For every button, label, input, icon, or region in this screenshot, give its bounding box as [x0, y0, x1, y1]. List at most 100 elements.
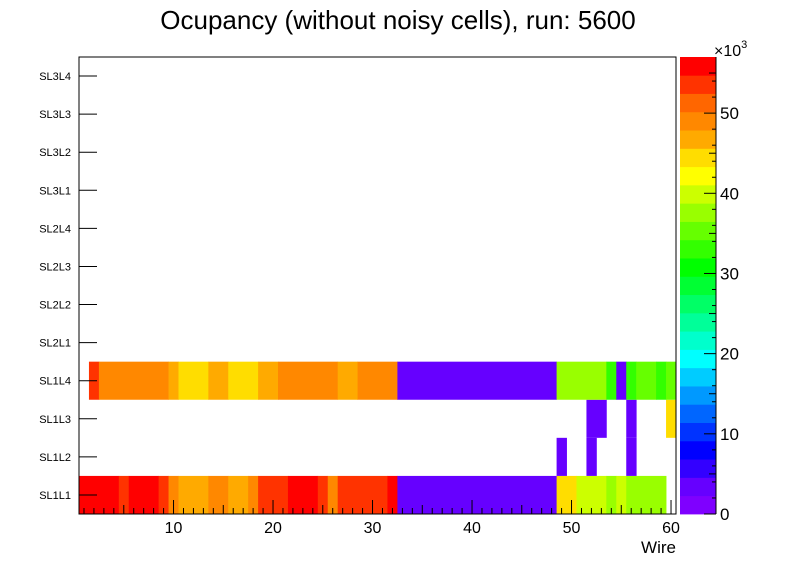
x-axis-label: Wire: [641, 538, 676, 557]
heatmap-cell: [586, 437, 597, 476]
heatmap-cell: [357, 361, 398, 400]
color-scale-band: [680, 459, 716, 478]
color-scale-band: [680, 111, 716, 131]
heatmap-cell: [228, 361, 259, 400]
y-tick-label: SL2L3: [39, 261, 71, 273]
z-tick-label: 40: [720, 184, 739, 203]
heatmap-cells: [79, 361, 677, 514]
heatmap-cell: [606, 475, 617, 514]
x-tick-label: 60: [662, 520, 680, 537]
heatmap-cell: [586, 399, 607, 438]
heatmap-cell: [556, 475, 577, 514]
x-axis: 10 20 30 40 50 60: [83, 500, 680, 537]
heatmap-cell: [616, 361, 627, 400]
heatmap-cell: [287, 475, 319, 514]
color-scale-band: [680, 221, 716, 241]
heatmap-cell: [317, 475, 329, 514]
x-tick-label: 50: [563, 520, 581, 537]
heatmap-cell: [278, 361, 339, 400]
heatmap-cell: [606, 361, 617, 400]
heatmap-cell: [626, 361, 637, 400]
plot-frame: [78, 56, 677, 515]
color-scale-band: [680, 404, 716, 423]
heatmap-cell: [208, 361, 229, 400]
y-tick-label: SL3L4: [39, 71, 71, 83]
color-scale-band: [680, 367, 716, 387]
color-scale-band: [680, 386, 716, 405]
heatmap-cell: [118, 475, 130, 514]
heatmap-cell: [168, 475, 179, 514]
y-tick-label: SL2L4: [39, 223, 71, 235]
heatmap-cell: [228, 475, 249, 514]
heatmap-cell: [556, 361, 607, 400]
heatmap-cell: [98, 361, 169, 400]
color-scale-band: [680, 57, 716, 76]
y-tick-label: SL1L2: [39, 452, 71, 464]
x-tick-label: 40: [463, 520, 481, 537]
heatmap-cell: [387, 475, 398, 514]
heatmap-cell: [337, 475, 388, 514]
heatmap-cell: [178, 475, 209, 514]
heatmap-cell: [556, 437, 567, 476]
color-scale: 0 10 20 30 40 50: [680, 57, 739, 524]
color-scale-band: [680, 130, 716, 149]
y-tick-label: SL1L3: [39, 414, 71, 426]
y-tick-label: SL3L3: [39, 109, 71, 121]
z-tick-label: 50: [720, 104, 739, 123]
color-scale-exponent: ×103: [714, 39, 747, 60]
color-scale-band: [680, 349, 716, 369]
color-scale-band: [680, 294, 716, 314]
heatmap-cell: [327, 475, 339, 514]
heatmap-cell: [208, 475, 229, 514]
heatmap-cell: [616, 475, 627, 514]
color-scale-band: [680, 312, 716, 332]
y-axis: SL1L1 SL1L2 SL1L3 SL1L4 SL2L1 SL2L2 SL2L3 SL2L4…: [39, 71, 97, 502]
color-scale-band: [680, 440, 716, 460]
heatmap-cell: [626, 399, 637, 438]
z-tick-label: 20: [720, 345, 739, 364]
y-tick-label: SL1L4: [39, 376, 71, 388]
heatmap-cell: [656, 361, 667, 400]
color-scale-band: [680, 75, 716, 94]
y-tick-label: SL1L1: [39, 490, 71, 502]
color-scale-band: [680, 184, 716, 204]
heatmap-cell: [666, 399, 677, 438]
heatmap-cell: [626, 475, 667, 514]
z-tick-label: 30: [720, 264, 739, 283]
color-scale-band: [680, 93, 716, 113]
color-scale-band: [680, 331, 716, 350]
color-scale-band: [680, 203, 716, 222]
heatmap-cell: [258, 361, 279, 400]
color-scale-band: [680, 495, 716, 515]
heatmap-cell: [636, 361, 657, 400]
color-scale-band: [680, 258, 716, 277]
color-scale-band: [680, 477, 716, 497]
heatmap-cell: [397, 361, 557, 400]
color-scale-band: [680, 148, 716, 168]
y-tick-label: SL3L2: [39, 147, 71, 159]
heatmap-cell: [666, 361, 677, 400]
color-scale-band: [680, 166, 716, 186]
y-tick-label: SL2L2: [39, 300, 71, 312]
heatmap-cell: [178, 361, 209, 400]
heatmap-cell: [576, 475, 607, 514]
heatmap-cell: [248, 475, 259, 514]
x-tick-label: 10: [165, 520, 183, 537]
heatmap-cell: [626, 437, 637, 476]
z-tick-label: 0: [720, 505, 729, 524]
y-tick-label: SL2L1: [39, 338, 71, 350]
color-scale-band: [680, 276, 716, 296]
heatmap-cell: [158, 475, 169, 514]
x-tick-label: 20: [264, 520, 282, 537]
y-tick-label: SL3L1: [39, 185, 71, 197]
heatmap-cell: [168, 361, 179, 400]
color-scale-band: [680, 422, 716, 442]
heatmap-cell: [128, 475, 159, 514]
x-tick-label: 30: [364, 520, 382, 537]
z-tick-label: 10: [720, 425, 739, 444]
heatmap-cell: [397, 475, 557, 514]
chart-title: Ocupancy (without noisy cells), run: 560…: [160, 5, 635, 35]
heatmap-cell: [337, 361, 358, 400]
color-scale-band: [680, 239, 716, 259]
